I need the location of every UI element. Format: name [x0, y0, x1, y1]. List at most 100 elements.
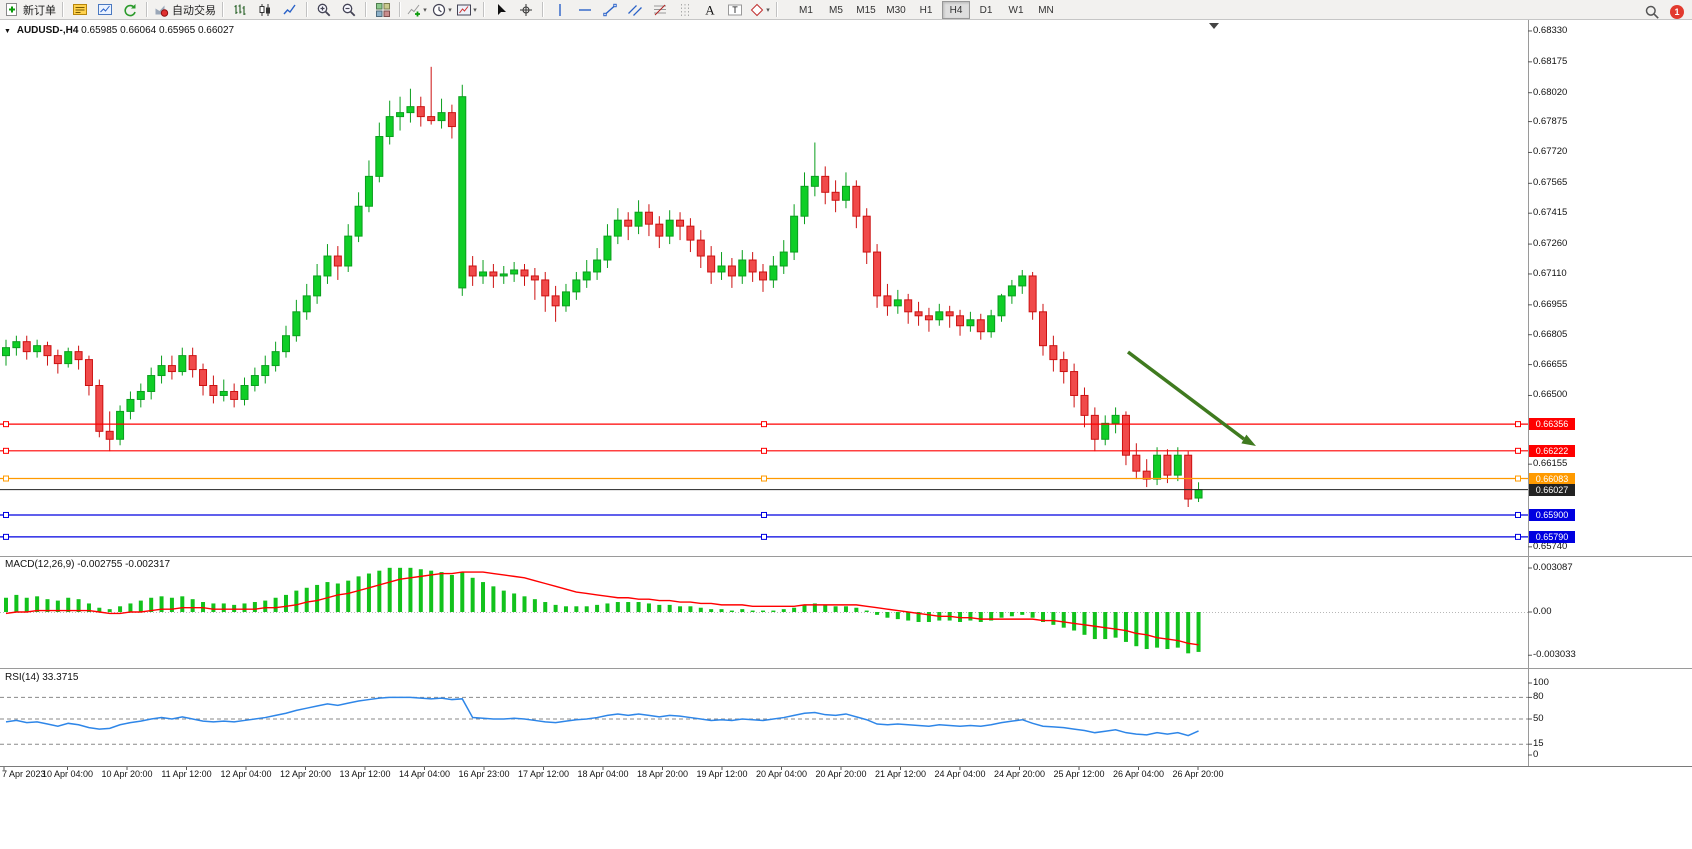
crosshair-button[interactable] — [514, 0, 537, 20]
symbol-period-label: AUDUSD-,H4 — [16, 25, 79, 36]
price-axis-label: 0.67415 — [1533, 207, 1568, 219]
label-button[interactable]: T — [723, 0, 746, 20]
indicators-button[interactable]: ▾ — [405, 0, 428, 20]
line-handle[interactable] — [3, 421, 9, 428]
line-handle[interactable] — [1515, 533, 1521, 540]
zoom-in-button[interactable] — [312, 0, 335, 20]
time-axis-label: 18 Apr 20:00 — [636, 769, 689, 779]
toolbar-separator — [222, 2, 223, 17]
ohlc-readout: 0.65985 0.66064 0.65965 0.66027 — [81, 25, 235, 36]
price-level-badge: 0.65900 — [1529, 508, 1575, 521]
line-handle[interactable] — [3, 533, 9, 540]
market-watch-icon — [97, 3, 112, 15]
price-axis-label: 0.67565 — [1533, 177, 1568, 189]
line-handle[interactable] — [761, 447, 767, 454]
trendline-button[interactable] — [598, 0, 621, 20]
line-handle[interactable] — [761, 511, 767, 518]
time-axis-label: 12 Apr 04:00 — [220, 769, 272, 779]
grid-button[interactable] — [673, 0, 696, 20]
notification-badge[interactable]: 1 — [1670, 5, 1684, 19]
rsi-line — [5, 696, 1199, 737]
line-chart-button[interactable] — [278, 0, 301, 20]
candles-group — [2, 66, 1203, 508]
price-axis-label: 0.67110 — [1533, 267, 1567, 279]
time-axis-label: 10 Apr 20:00 — [101, 769, 153, 779]
refresh-button[interactable] — [118, 0, 141, 20]
timeframe-button-h4[interactable]: H4 — [942, 1, 970, 20]
market-watch-button[interactable] — [93, 0, 116, 20]
tile-windows-button[interactable] — [371, 0, 394, 20]
trendline-icon — [602, 3, 617, 16]
fibonacci-button[interactable] — [648, 0, 671, 20]
toolbar-separator — [483, 2, 484, 17]
line-handle[interactable] — [3, 511, 9, 518]
timeframe-button-w1[interactable]: W1 — [1008, 4, 1024, 16]
time-axis-label: 18 Apr 04:00 — [577, 769, 629, 779]
new-order-icon — [6, 2, 17, 16]
line-handle[interactable] — [761, 421, 767, 428]
macd-axis-label: 0.00 — [1533, 606, 1552, 617]
line-handle[interactable] — [1515, 475, 1521, 482]
rsi-title: RSI(14) — [5, 672, 40, 683]
refresh-icon — [123, 3, 136, 16]
one-click-trading-arrow-icon[interactable]: ▼ — [4, 28, 11, 35]
timeframe-button-m15[interactable]: M15 — [856, 4, 876, 16]
label-icon: T — [727, 4, 742, 15]
line-handle[interactable] — [1515, 421, 1521, 428]
templates-button[interactable]: ▾ — [455, 0, 478, 20]
periods-button[interactable]: ▾ — [430, 0, 453, 20]
time-axis-label: 20 Apr 04:00 — [755, 769, 808, 779]
line-handle[interactable] — [3, 447, 9, 454]
objects-button[interactable]: ▾ — [748, 0, 771, 20]
timeframe-button-m5[interactable]: M5 — [829, 4, 843, 16]
auto-trading-icon — [155, 5, 169, 17]
time-axis-label: 12 Apr 20:00 — [279, 769, 332, 779]
line-handle[interactable] — [3, 475, 9, 482]
cursor-button[interactable] — [489, 0, 512, 20]
metaeditor-button[interactable] — [68, 0, 91, 20]
timeframe-button-m30[interactable]: M30 — [886, 4, 906, 16]
channel-icon — [627, 4, 642, 16]
timeframe-button-d1[interactable]: D1 — [979, 4, 993, 16]
channel-button[interactable] — [623, 0, 646, 20]
text-button[interactable]: A — [698, 0, 721, 20]
crosshair-icon — [519, 3, 532, 16]
line-handle[interactable] — [761, 475, 767, 482]
objects-icon — [751, 3, 764, 16]
horizontal-line-button[interactable] — [573, 0, 596, 20]
time-axis-label: 10 Apr 04:00 — [41, 769, 94, 779]
auto-trading-button[interactable]: 自动交易 — [152, 0, 217, 20]
line-handle[interactable] — [1515, 447, 1521, 454]
bars-button[interactable] — [228, 0, 251, 20]
timeframe-button-m1[interactable]: M1 — [799, 4, 813, 16]
timeframe-button-h1[interactable]: H1 — [919, 4, 933, 16]
toolbar-separator — [306, 2, 307, 17]
price-axis-label: 0.66805 — [1533, 328, 1568, 340]
chart-canvas[interactable] — [0, 20, 1692, 849]
line-handle[interactable] — [761, 533, 767, 540]
time-axis-label: 24 Apr 04:00 — [934, 769, 986, 779]
fibonacci-icon — [653, 4, 666, 15]
search-button[interactable] — [1640, 2, 1663, 22]
macd-axis-label: 0.003087 — [1533, 562, 1573, 573]
rsi-axis-label: 100 — [1533, 677, 1549, 688]
price-axis-label: 0.68330 — [1533, 24, 1568, 36]
time-axis-label: 26 Apr 20:00 — [1172, 769, 1224, 779]
timeframe-button-mn[interactable]: MN — [1038, 4, 1054, 16]
new-order-button[interactable]: 新订单 — [3, 0, 57, 20]
new-order-label: 新订单 — [23, 4, 56, 17]
trend-arrow[interactable] — [1126, 350, 1245, 441]
time-axis-label: 7 Apr 2023 — [2, 769, 46, 779]
rsi-axis-label: 50 — [1533, 713, 1544, 724]
vertical-line-button[interactable] — [548, 0, 571, 20]
toolbar-separator — [365, 2, 366, 17]
zoom-out-button[interactable] — [337, 0, 360, 20]
candles-button[interactable] — [253, 0, 276, 20]
price-axis-label: 0.65740 — [1533, 540, 1568, 552]
price-axis-label: 0.66955 — [1533, 298, 1568, 310]
toolbar-separator — [399, 2, 400, 17]
line-handle[interactable] — [1515, 511, 1521, 518]
time-axis-label: 19 Apr 12:00 — [696, 769, 748, 779]
time-axis-label: 14 Apr 04:00 — [398, 769, 451, 779]
chart-window[interactable]: ▼ AUDUSD-,H4 0.65985 0.66064 0.65965 0.6… — [0, 20, 1692, 849]
